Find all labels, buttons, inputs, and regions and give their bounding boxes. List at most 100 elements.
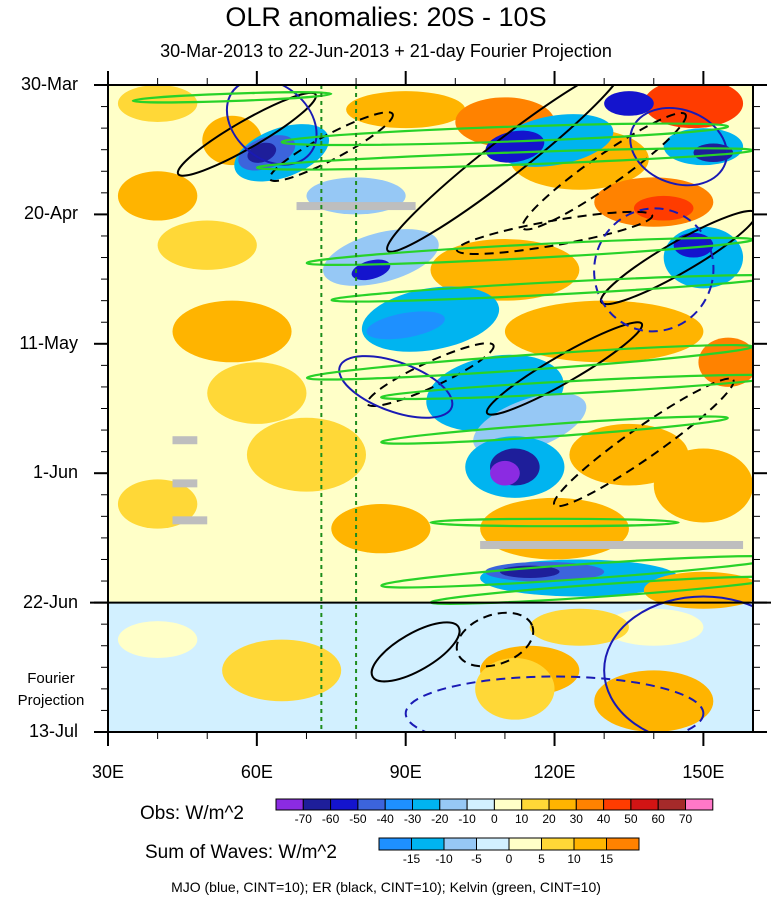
obs-colorbar-swatch bbox=[439, 798, 468, 811]
waves-colorbar-tick-label: -5 bbox=[471, 852, 482, 866]
obs-colorbar-tick-label: -20 bbox=[431, 812, 449, 826]
anomaly-patch bbox=[323, 229, 439, 286]
plot-frame bbox=[90, 71, 771, 746]
missing-data-strip bbox=[172, 516, 208, 525]
blue-contour bbox=[404, 675, 705, 732]
anomaly-patch bbox=[490, 460, 520, 486]
anomaly-patch bbox=[475, 658, 555, 720]
anomaly-patch bbox=[157, 220, 257, 270]
obs-colorbar-tick-label: -70 bbox=[294, 812, 312, 826]
anomaly-patch bbox=[246, 417, 366, 492]
anomaly-patch bbox=[346, 91, 466, 129]
obs-colorbar-tick-label: 20 bbox=[542, 812, 556, 826]
obs-colorbar-swatch bbox=[330, 798, 359, 811]
anomaly-patch bbox=[366, 311, 445, 340]
blue-contour bbox=[603, 595, 753, 732]
green-contour bbox=[131, 91, 333, 104]
black-contour bbox=[599, 209, 753, 306]
anomaly-patch bbox=[653, 448, 753, 523]
missing-data-strip bbox=[172, 479, 198, 488]
obs-colorbar-swatch bbox=[575, 798, 605, 811]
black-contour bbox=[521, 111, 687, 231]
obs-colorbar-tick-label: 0 bbox=[491, 812, 498, 826]
blue-contour bbox=[338, 355, 454, 419]
waves-colorbar-tick-label: -10 bbox=[435, 852, 453, 866]
green-contour bbox=[330, 274, 753, 303]
waves-colorbar-tick-label: 0 bbox=[505, 852, 513, 866]
anomaly-patch bbox=[247, 142, 277, 163]
obs-colorbar-tick-label: 60 bbox=[651, 812, 665, 826]
x-tick-label: 60E bbox=[240, 762, 273, 782]
y-tick-label: 11-May bbox=[19, 332, 78, 353]
obs-colorbar-swatch bbox=[275, 798, 304, 811]
obs-colorbar-tick-label: 40 bbox=[596, 812, 611, 826]
waves-colorbar-tick-label: -15 bbox=[402, 852, 421, 866]
blue-contour bbox=[225, 85, 318, 166]
missing-data-strip bbox=[172, 436, 198, 445]
waves-colorbar-swatch bbox=[378, 837, 412, 851]
blue-contour bbox=[629, 106, 728, 187]
anomaly-patch bbox=[480, 497, 629, 560]
projection-label: Fourier Projection bbox=[17, 670, 85, 709]
y-tick-label: 13-Jul bbox=[28, 721, 78, 741]
x-tick-label: 90E bbox=[389, 762, 422, 782]
obs-colorbar-swatch bbox=[384, 798, 414, 811]
waves-colorbar-swatch bbox=[411, 837, 445, 851]
waves-colorbar-swatch bbox=[606, 837, 640, 851]
chart-subtitle: 30-Mar-2013 to 22-Jun-2013 + 21-day Four… bbox=[160, 41, 612, 61]
waves-colorbar-swatch bbox=[443, 837, 477, 851]
waves-colorbar-swatch bbox=[573, 837, 607, 851]
obs-colorbar-tick-label: -50 bbox=[349, 812, 367, 826]
anomaly-patch bbox=[331, 504, 431, 554]
anomaly-patch bbox=[207, 362, 307, 424]
obs-colorbar-swatch bbox=[521, 798, 550, 811]
green-contour bbox=[280, 122, 730, 147]
y-tick-label: 1-Jun bbox=[32, 462, 78, 483]
obs-colorbar-swatch bbox=[657, 798, 687, 811]
obs-colorbar-swatch bbox=[603, 798, 632, 811]
chart-title: OLR anomalies: 20S - 10S bbox=[225, 2, 547, 32]
green-contour bbox=[429, 517, 680, 528]
obs-colorbar-tick-label: -10 bbox=[458, 812, 476, 826]
waves-colorbar-swatch bbox=[541, 837, 575, 851]
anomaly-patch bbox=[430, 239, 580, 301]
colorbars bbox=[275, 798, 714, 851]
contour-legend-footer: MJO (blue, CINT=10); ER (black, CINT=10)… bbox=[171, 879, 601, 895]
black-contour bbox=[176, 91, 318, 177]
obs-colorbar-tick-label: -60 bbox=[321, 812, 340, 826]
anomaly-patch bbox=[529, 608, 629, 646]
anomaly-patch bbox=[172, 300, 292, 363]
anomaly-patch bbox=[594, 670, 714, 732]
obs-colorbar-swatch bbox=[685, 798, 714, 811]
green-contour bbox=[380, 415, 729, 445]
anomaly-patch bbox=[117, 621, 198, 659]
black-contour bbox=[370, 621, 461, 683]
black-contour bbox=[386, 85, 624, 253]
x-tick-label: 150E bbox=[682, 762, 725, 782]
obs-colorbar-tick-label: 50 bbox=[624, 812, 638, 826]
obs-colorbar-swatch bbox=[548, 798, 577, 811]
anomaly-patch bbox=[643, 85, 744, 129]
obs-colorbar-swatch bbox=[357, 798, 386, 811]
anomaly-patch bbox=[604, 91, 654, 116]
obs-colorbar-tick-label: 70 bbox=[678, 812, 693, 826]
obs-colorbar-label: Obs: W/m^2 bbox=[140, 803, 244, 824]
obs-colorbar-tick-label: -30 bbox=[403, 812, 422, 826]
x-tick-label: 30E bbox=[91, 762, 125, 782]
obs-colorbar-tick-label: 30 bbox=[569, 812, 583, 826]
waves-colorbar-label: Sum of Waves: W/m^2 bbox=[145, 842, 337, 863]
anomaly-patch bbox=[504, 300, 704, 363]
black-contour bbox=[455, 210, 654, 255]
obs-colorbar-swatch bbox=[302, 798, 332, 811]
black-contour bbox=[455, 611, 535, 668]
missing-data-strip bbox=[480, 540, 744, 549]
waves-colorbar-tick-label: 5 bbox=[538, 852, 545, 866]
waves-colorbar-swatch bbox=[508, 837, 542, 851]
waves-colorbar-tick-label: 10 bbox=[567, 852, 581, 866]
green-contour bbox=[380, 373, 753, 401]
obs-colorbar-tick-label: -40 bbox=[376, 812, 394, 826]
obs-colorbar-swatch bbox=[630, 798, 659, 811]
x-tick-label: 120E bbox=[533, 762, 576, 782]
green-contour bbox=[380, 555, 753, 589]
